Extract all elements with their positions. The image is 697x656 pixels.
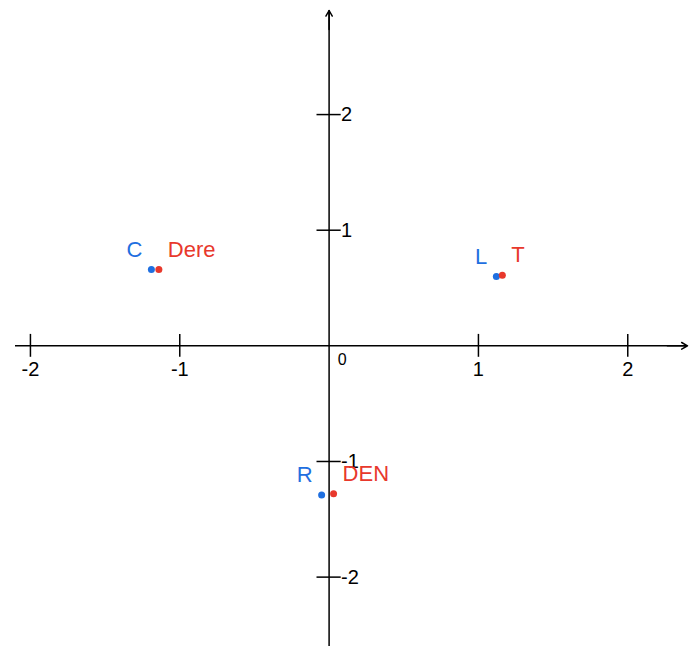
svg-text:L: L — [475, 244, 487, 269]
svg-text:2: 2 — [341, 103, 352, 125]
svg-text:-2: -2 — [341, 566, 359, 588]
svg-text:Dere: Dere — [168, 237, 216, 262]
svg-text:0: 0 — [338, 351, 347, 368]
svg-text:T: T — [511, 242, 524, 267]
svg-text:C: C — [127, 237, 143, 262]
svg-text:2: 2 — [622, 358, 633, 380]
svg-text:1: 1 — [341, 219, 352, 241]
svg-text:R: R — [297, 462, 313, 487]
svg-text:DEN: DEN — [343, 461, 389, 486]
svg-text:-1: -1 — [171, 358, 189, 380]
svg-text:-2: -2 — [22, 358, 40, 380]
svg-text:1: 1 — [473, 358, 484, 380]
